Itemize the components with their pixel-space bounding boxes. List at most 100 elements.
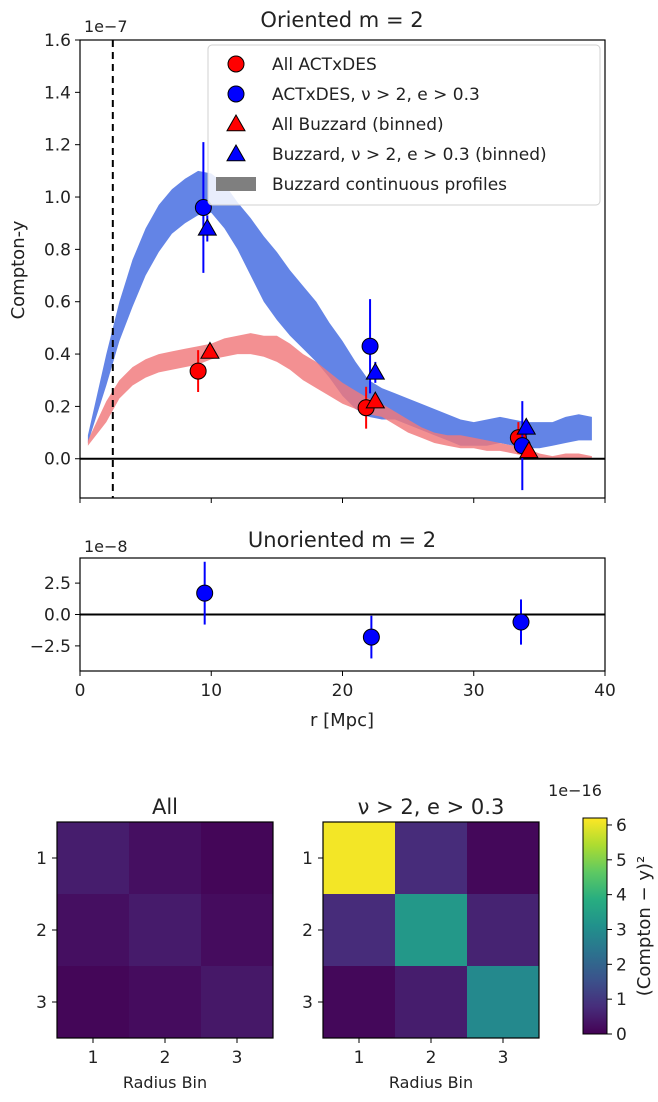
data-point-triangle: [365, 362, 386, 380]
unoriented-x-ticks: 0 10 20 30 40: [75, 671, 616, 701]
heatmap-cell: [323, 894, 395, 966]
x-tick-label: 3: [498, 1048, 509, 1068]
legend-marker: [226, 113, 246, 132]
heatmap-all-frame: [56, 821, 274, 1039]
heatmap-selected: ν > 2, e > 0.3 1 2 3 1 2 3 Radius Bin: [302, 795, 540, 1092]
data-point-circle: [194, 198, 212, 216]
y-tick-label: 1: [36, 849, 47, 869]
unoriented-data-points: [196, 561, 530, 659]
colorbar-tick-label: 4: [616, 886, 627, 906]
heatmap-all-x-label: Radius Bin: [123, 1073, 207, 1092]
unoriented-axes-frame: [79, 557, 606, 672]
all-profile-band: [87, 333, 592, 459]
heatmap-cell: [201, 894, 273, 966]
continuous-profile-bands: [87, 170, 592, 459]
heatmap-cell: [395, 966, 467, 1038]
heatmap-selected-cells: [323, 822, 539, 1038]
unoriented-offset-text: 1e−8: [84, 537, 128, 556]
oriented-y-axis-label: Compton-y: [8, 220, 29, 319]
data-point-circle: [196, 584, 214, 602]
legend-label: Buzzard continuous profiles: [272, 175, 507, 195]
heatmap-cell: [323, 822, 395, 894]
x-tick-label: 3: [232, 1048, 243, 1068]
data-point-circle: [362, 628, 380, 646]
y-tick-label: 0.0: [44, 606, 71, 626]
y-tick-label: 0.8: [44, 240, 71, 260]
heatmap-cell: [395, 894, 467, 966]
legend-band-swatch: [216, 177, 256, 191]
colorbar-ticks: 0 1 2 3 4 5 6: [607, 816, 627, 1045]
x-tick-label: 2: [160, 1048, 171, 1068]
legend-marker: [227, 85, 245, 103]
heatmap-cell: [129, 894, 201, 966]
heatmap-cell: [57, 822, 129, 894]
y-tick-label: 1.4: [44, 83, 71, 103]
y-tick-label: 2: [302, 921, 313, 941]
colorbar-tick-label: 5: [616, 851, 627, 871]
legend-label: Buzzard, ν > 2, e > 0.3 (binned): [272, 145, 547, 165]
y-tick-label: −2.5: [30, 637, 71, 657]
y-tick-label: 2.5: [44, 574, 71, 594]
x-tick-label: 1: [354, 1048, 365, 1068]
legend-label: All Buzzard (binned): [272, 115, 444, 135]
colorbar-label: (Compton − y)²: [634, 856, 655, 996]
y-tick-label: 1.0: [44, 188, 71, 208]
heatmap-cell: [467, 894, 539, 966]
data-point-triangle: [200, 341, 220, 359]
colorbar-gradient: [582, 817, 608, 1035]
legend: All ACTxDES ACTxDES, ν > 2, e > 0.3 All Bu…: [207, 44, 601, 206]
data-point-triangle: [197, 218, 218, 236]
data-points: [189, 142, 539, 491]
y-tick-label: 0.2: [44, 397, 71, 417]
legend-marker: [227, 55, 245, 73]
unoriented-panel: Unoriented m = 2 1e−8 −2.5 0.0 2.5 0 10 20 30…: [30, 528, 616, 731]
data-point-circle: [361, 337, 379, 355]
y-tick-label: 0.4: [44, 345, 71, 365]
oriented-y-ticks: 0.0 0.2 0.4 0.6 0.8 1.0 1.2 1.4 1.6: [44, 31, 80, 470]
x-tick-label: 0: [75, 681, 86, 701]
y-tick-label: 0.6: [44, 293, 71, 313]
heatmap-cell: [57, 894, 129, 966]
data-point-circle: [512, 613, 530, 631]
data-point-circle: [189, 362, 207, 380]
colorbar-tick-label: 6: [616, 816, 627, 836]
oriented-offset-text: 1e−7: [84, 17, 128, 36]
heatmap-selected-ticks: 1 2 3 1 2 3: [302, 849, 508, 1068]
legend-label: ACTxDES, ν > 2, e > 0.3: [272, 85, 480, 105]
colorbar-tick-label: 0: [616, 1025, 627, 1045]
heatmap-cell: [395, 822, 467, 894]
oriented-x-ticks: [79, 498, 606, 503]
x-tick-label: 30: [463, 681, 485, 701]
heatmap-selected-frame: [322, 821, 540, 1039]
data-point-triangle: [519, 440, 539, 459]
y-tick-label: 1.2: [44, 136, 71, 156]
x-tick-label: 10: [200, 681, 222, 701]
heatmap-cell: [201, 966, 273, 1038]
y-tick-label: 3: [302, 993, 313, 1013]
heatmap-selected-x-label: Radius Bin: [389, 1073, 473, 1092]
colorbar-offset-text: 1e−16: [548, 781, 602, 800]
y-tick-label: 3: [36, 993, 47, 1013]
heatmap-cell: [467, 966, 539, 1038]
selected-profile-band: [87, 170, 592, 449]
oriented-title: Oriented m = 2: [260, 8, 423, 32]
heatmap-all-cells: [57, 822, 273, 1038]
colorbar: 1e−16 0 1 2 3 4 5 6 (Compton − y)²: [548, 781, 655, 1045]
heatmap-all-ticks: 1 2 3 1 2 3: [36, 849, 242, 1068]
y-tick-label: 2: [36, 921, 47, 941]
legend-marker: [226, 143, 246, 162]
heatmap-all-title: All: [152, 795, 178, 819]
oriented-axes-frame: [79, 39, 606, 499]
legend-box: [207, 44, 601, 206]
heatmap-all: All 1 2 3 1 2 3 Radius Bin: [36, 795, 274, 1092]
unoriented-title: Unoriented m = 2: [248, 528, 436, 552]
colorbar-tick-label: 2: [616, 955, 627, 975]
y-tick-label: 0.0: [44, 450, 71, 470]
data-point-triangle: [365, 391, 386, 409]
heatmap-cell: [129, 966, 201, 1038]
x-tick-label: 20: [332, 681, 354, 701]
heatmap-cell: [57, 966, 129, 1038]
reference-lines: [80, 40, 605, 498]
heatmap-cell: [323, 966, 395, 1038]
